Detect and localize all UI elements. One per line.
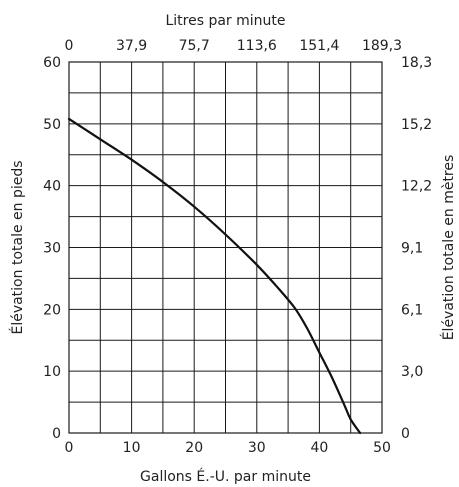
x-tick-label: 30 xyxy=(248,440,266,456)
x-tick-label: 20 xyxy=(185,440,203,456)
y2-tick-label: 15,2 xyxy=(401,117,432,133)
x2-tick-label: 37,9 xyxy=(116,38,147,54)
y-axis-title: Élévation totale en pieds xyxy=(9,160,26,334)
series-line xyxy=(67,117,362,435)
x2-tick-label: 75,7 xyxy=(179,38,210,54)
y-tick-label: 20 xyxy=(43,302,61,318)
y-tick-label: 0 xyxy=(52,426,61,442)
y-tick-label: 10 xyxy=(43,364,61,380)
axis-titles: Gallons É.-U. par minute Litres par minu… xyxy=(9,13,457,485)
y2-tick-label: 18,3 xyxy=(401,55,432,71)
x-axis-title: Gallons É.-U. par minute xyxy=(140,468,311,485)
grid xyxy=(68,61,383,434)
y-tick-label: 30 xyxy=(43,241,61,257)
x-tick-label: 50 xyxy=(373,440,391,456)
y-tick-label: 50 xyxy=(43,117,61,133)
x-tick-label: 10 xyxy=(123,440,141,456)
y-tick-label: 40 xyxy=(43,179,61,195)
y2-tick-label: 0 xyxy=(401,426,410,442)
x2-tick-label: 189,3 xyxy=(362,38,402,54)
y2-axis-title: Élévation totale en mètres xyxy=(440,155,457,341)
y2-tick-label: 12,2 xyxy=(401,179,432,195)
plot-frame xyxy=(68,61,383,434)
y2-tick-label: 3,0 xyxy=(401,364,423,380)
y2-tick-label: 6,1 xyxy=(401,302,423,318)
x-tick-label: 40 xyxy=(310,440,328,456)
x2-axis-title: Litres par minute xyxy=(165,13,285,29)
x2-tick-label: 113,6 xyxy=(237,38,277,54)
x-tick-label: 0 xyxy=(65,440,74,456)
y2-tick-label: 9,1 xyxy=(401,241,423,257)
y-tick-label: 60 xyxy=(43,55,61,71)
series-curve-group xyxy=(67,117,362,435)
x2-tick-label: 151,4 xyxy=(299,38,339,54)
x2-tick-label: 0 xyxy=(65,38,74,54)
